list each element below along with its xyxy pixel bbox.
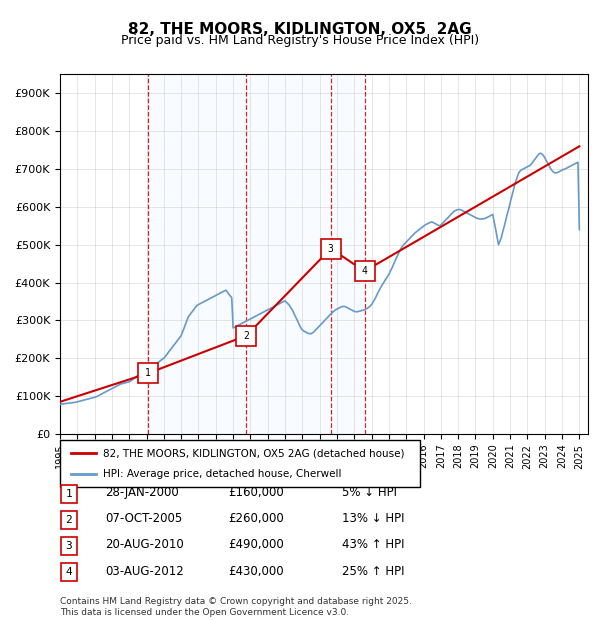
Text: 2: 2 xyxy=(65,515,73,525)
Text: 25% ↑ HPI: 25% ↑ HPI xyxy=(342,565,404,577)
Text: 2: 2 xyxy=(244,330,250,340)
Text: 82, THE MOORS, KIDLINGTON, OX5  2AG: 82, THE MOORS, KIDLINGTON, OX5 2AG xyxy=(128,22,472,37)
Text: £430,000: £430,000 xyxy=(228,565,284,577)
FancyBboxPatch shape xyxy=(60,440,420,487)
Text: £260,000: £260,000 xyxy=(228,513,284,525)
Text: HPI: Average price, detached house, Cherwell: HPI: Average price, detached house, Cher… xyxy=(103,469,342,479)
Text: 03-AUG-2012: 03-AUG-2012 xyxy=(105,565,184,577)
Text: 1: 1 xyxy=(145,368,151,378)
FancyBboxPatch shape xyxy=(61,511,77,529)
Text: Price paid vs. HM Land Registry's House Price Index (HPI): Price paid vs. HM Land Registry's House … xyxy=(121,34,479,47)
Text: £490,000: £490,000 xyxy=(228,539,284,551)
Bar xyxy=(331,74,365,434)
Text: 1: 1 xyxy=(65,489,73,499)
Text: 4: 4 xyxy=(362,266,367,277)
Text: £160,000: £160,000 xyxy=(228,487,284,499)
Text: 07-OCT-2005: 07-OCT-2005 xyxy=(105,513,182,525)
Text: 82, THE MOORS, KIDLINGTON, OX5 2AG (detached house): 82, THE MOORS, KIDLINGTON, OX5 2AG (deta… xyxy=(103,448,404,458)
Text: 4: 4 xyxy=(65,567,73,577)
FancyBboxPatch shape xyxy=(61,563,77,581)
Text: Contains HM Land Registry data © Crown copyright and database right 2025.
This d: Contains HM Land Registry data © Crown c… xyxy=(60,598,412,617)
Bar xyxy=(247,74,331,434)
Text: 28-JAN-2000: 28-JAN-2000 xyxy=(105,487,179,499)
FancyBboxPatch shape xyxy=(61,485,77,503)
Bar xyxy=(148,74,247,434)
Text: 5% ↓ HPI: 5% ↓ HPI xyxy=(342,487,397,499)
Text: 20-AUG-2010: 20-AUG-2010 xyxy=(105,539,184,551)
Text: 43% ↑ HPI: 43% ↑ HPI xyxy=(342,539,404,551)
FancyBboxPatch shape xyxy=(61,537,77,555)
Text: 3: 3 xyxy=(65,541,73,551)
Text: 13% ↓ HPI: 13% ↓ HPI xyxy=(342,513,404,525)
Text: 3: 3 xyxy=(328,244,334,254)
